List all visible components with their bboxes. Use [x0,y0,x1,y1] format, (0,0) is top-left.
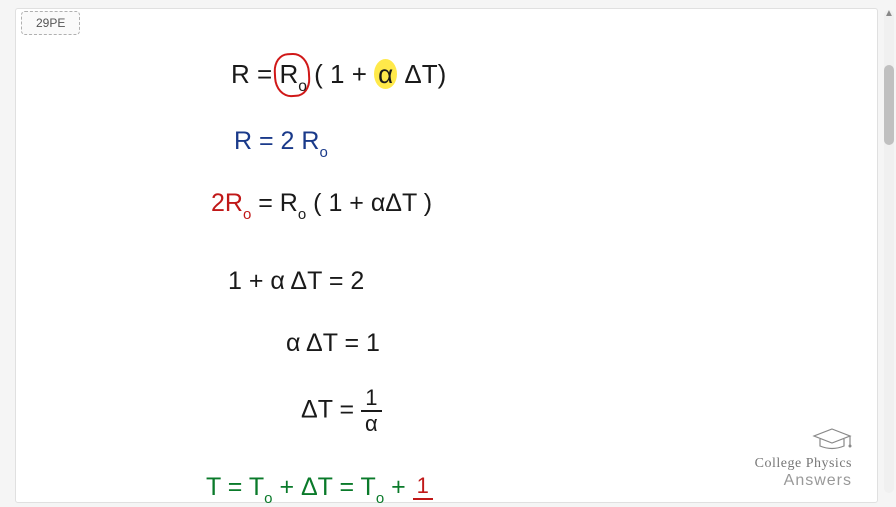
equation-6: ΔT = 1 α [301,387,382,435]
eq1-r0: R [279,59,298,89]
eq3-mid: = R [258,189,298,217]
eq6-lhs: ΔT = [301,396,361,424]
scrollbar-thumb[interactable] [884,65,894,145]
eq7-fraction: 1 [413,475,433,501]
problem-number-tag: 29PE [21,11,80,35]
eq1-alpha-highlight: α [374,59,397,89]
eq2-text: R = 2 R [234,127,319,155]
eq7-b-sub: o [376,490,384,507]
equation-1: R = Ro ( 1 + α ΔT) [231,59,446,94]
eq3-mid-sub: o [298,206,306,223]
graduation-cap-icon [755,427,852,458]
eq1-close: ) [438,59,447,89]
eq7-c: + [391,473,413,501]
eq3-prefix: 2Ro [211,189,251,217]
eq6-den: α [361,412,382,435]
equation-3: 2Ro = Ro ( 1 + αΔT ) [211,189,432,221]
eq1-r0-circled: Ro [279,59,306,94]
eq6-fraction: 1 α [361,387,382,435]
equation-2: R = 2 Ro [234,127,328,159]
eq3-rest: ( 1 + αΔT ) [313,189,432,217]
eq7-den [419,500,427,501]
eq7-num: 1 [413,475,433,500]
eq6-num: 1 [361,387,381,412]
whiteboard-area: 29PE R = Ro ( 1 + α ΔT) R = 2 Ro 2Ro = R… [15,8,878,503]
footer-branding: College Physics Answers [755,427,852,490]
problem-number: 29PE [36,16,65,30]
eq1-dt: ΔT [397,59,437,89]
eq1-lhs: R [231,59,250,89]
eq4-text: 1 + α ΔT = 2 [228,267,364,295]
eq7-b: + ΔT = T [279,473,375,501]
vertical-scrollbar[interactable] [884,10,894,493]
scroll-up-arrow-icon[interactable]: ▲ [884,8,894,19]
eq5-text: α ΔT = 1 [286,329,380,357]
equation-7: T = To + ΔT = To + 1 [206,473,433,505]
equation-5: α ΔT = 1 [286,329,380,358]
eq3-prefix-sub: o [243,206,251,223]
brand-line-2: Answers [755,472,852,490]
eq7-a: T = T [206,473,264,501]
eq1-r0-sub: o [298,78,307,95]
brand-line-1: College Physics [755,456,852,472]
eq1-open: ( 1 + [314,59,374,89]
eq7-a-sub: o [264,490,272,507]
eq3-prefix-a: 2R [211,189,243,217]
equation-4: 1 + α ΔT = 2 [228,267,364,296]
eq2-sub: o [319,144,327,161]
